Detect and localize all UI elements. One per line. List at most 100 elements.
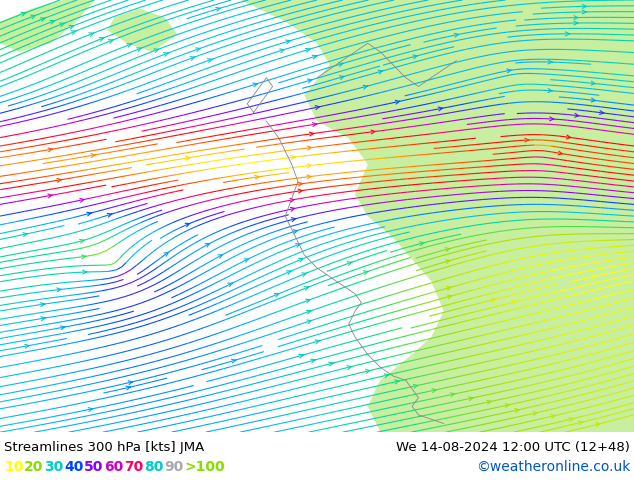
FancyArrowPatch shape (30, 15, 36, 19)
FancyArrowPatch shape (548, 60, 552, 64)
FancyArrowPatch shape (583, 10, 586, 14)
FancyArrowPatch shape (315, 106, 320, 109)
FancyArrowPatch shape (574, 16, 578, 20)
FancyArrowPatch shape (100, 38, 104, 41)
FancyArrowPatch shape (363, 85, 368, 89)
FancyArrowPatch shape (41, 317, 45, 320)
FancyArrowPatch shape (315, 340, 320, 343)
Polygon shape (241, 0, 634, 432)
Text: 90: 90 (164, 460, 183, 474)
FancyArrowPatch shape (71, 31, 76, 34)
Text: ©weatheronline.co.uk: ©weatheronline.co.uk (476, 460, 630, 474)
FancyArrowPatch shape (307, 175, 311, 179)
FancyArrowPatch shape (207, 59, 212, 62)
FancyArrowPatch shape (306, 310, 311, 314)
FancyArrowPatch shape (515, 409, 519, 413)
FancyArrowPatch shape (298, 182, 302, 186)
FancyArrowPatch shape (395, 380, 399, 384)
FancyArrowPatch shape (596, 423, 600, 426)
FancyArrowPatch shape (89, 33, 94, 36)
Polygon shape (0, 0, 95, 52)
FancyArrowPatch shape (88, 408, 93, 412)
FancyArrowPatch shape (384, 374, 389, 378)
FancyArrowPatch shape (450, 393, 455, 397)
FancyArrowPatch shape (164, 252, 169, 256)
FancyArrowPatch shape (347, 262, 352, 266)
Text: Streamlines 300 hPa [kts] JMA: Streamlines 300 hPa [kts] JMA (4, 441, 204, 454)
FancyArrowPatch shape (469, 397, 473, 400)
FancyArrowPatch shape (231, 359, 236, 363)
FancyArrowPatch shape (525, 138, 529, 142)
FancyArrowPatch shape (578, 421, 583, 425)
FancyArrowPatch shape (413, 384, 418, 388)
FancyArrowPatch shape (290, 198, 294, 202)
Text: 20: 20 (24, 460, 43, 474)
FancyArrowPatch shape (569, 417, 573, 421)
FancyArrowPatch shape (446, 260, 450, 264)
FancyArrowPatch shape (592, 98, 595, 102)
FancyArrowPatch shape (574, 21, 578, 25)
FancyArrowPatch shape (432, 389, 436, 392)
FancyArrowPatch shape (164, 52, 168, 56)
FancyArrowPatch shape (366, 369, 370, 373)
FancyArrowPatch shape (80, 240, 84, 243)
FancyArrowPatch shape (50, 21, 55, 24)
FancyArrowPatch shape (60, 326, 65, 330)
Text: 70: 70 (124, 460, 143, 474)
FancyArrowPatch shape (363, 271, 368, 274)
FancyArrowPatch shape (41, 18, 45, 22)
FancyArrowPatch shape (600, 111, 604, 115)
FancyArrowPatch shape (280, 49, 284, 52)
FancyArrowPatch shape (286, 40, 290, 44)
FancyArrowPatch shape (57, 178, 61, 182)
FancyArrowPatch shape (218, 255, 223, 258)
FancyArrowPatch shape (306, 299, 310, 303)
FancyArrowPatch shape (566, 32, 569, 36)
Text: 50: 50 (84, 460, 103, 474)
FancyArrowPatch shape (448, 295, 452, 299)
FancyArrowPatch shape (378, 70, 383, 74)
FancyArrowPatch shape (48, 194, 52, 198)
FancyArrowPatch shape (420, 242, 424, 245)
FancyArrowPatch shape (216, 7, 221, 11)
FancyArrowPatch shape (445, 248, 450, 251)
FancyArrowPatch shape (228, 283, 233, 287)
FancyArrowPatch shape (574, 113, 579, 117)
FancyArrowPatch shape (57, 288, 61, 292)
FancyArrowPatch shape (69, 25, 74, 29)
FancyArrowPatch shape (550, 117, 554, 121)
FancyArrowPatch shape (126, 386, 131, 390)
FancyArrowPatch shape (244, 259, 249, 263)
FancyArrowPatch shape (309, 132, 314, 136)
FancyArrowPatch shape (253, 83, 257, 87)
FancyArrowPatch shape (25, 344, 29, 348)
FancyArrowPatch shape (186, 156, 190, 160)
FancyArrowPatch shape (275, 294, 279, 297)
Text: 30: 30 (44, 460, 63, 474)
FancyArrowPatch shape (591, 81, 595, 85)
FancyArrowPatch shape (81, 255, 86, 259)
FancyArrowPatch shape (87, 212, 91, 216)
Text: 40: 40 (64, 460, 84, 474)
FancyArrowPatch shape (313, 122, 317, 126)
FancyArrowPatch shape (551, 415, 555, 418)
FancyArrowPatch shape (48, 148, 53, 152)
FancyArrowPatch shape (307, 320, 311, 323)
FancyArrowPatch shape (438, 107, 443, 111)
FancyArrowPatch shape (311, 359, 315, 363)
FancyArrowPatch shape (127, 44, 131, 47)
FancyArrowPatch shape (154, 49, 158, 52)
FancyArrowPatch shape (413, 55, 417, 59)
FancyArrowPatch shape (491, 298, 496, 302)
FancyArrowPatch shape (128, 381, 133, 385)
FancyArrowPatch shape (291, 155, 295, 159)
FancyArrowPatch shape (558, 151, 562, 155)
FancyArrowPatch shape (295, 244, 301, 247)
FancyArrowPatch shape (512, 300, 517, 304)
FancyArrowPatch shape (312, 55, 317, 59)
FancyArrowPatch shape (339, 63, 343, 67)
FancyArrowPatch shape (195, 48, 200, 51)
FancyArrowPatch shape (290, 207, 295, 211)
FancyArrowPatch shape (299, 354, 303, 358)
FancyArrowPatch shape (298, 189, 302, 193)
